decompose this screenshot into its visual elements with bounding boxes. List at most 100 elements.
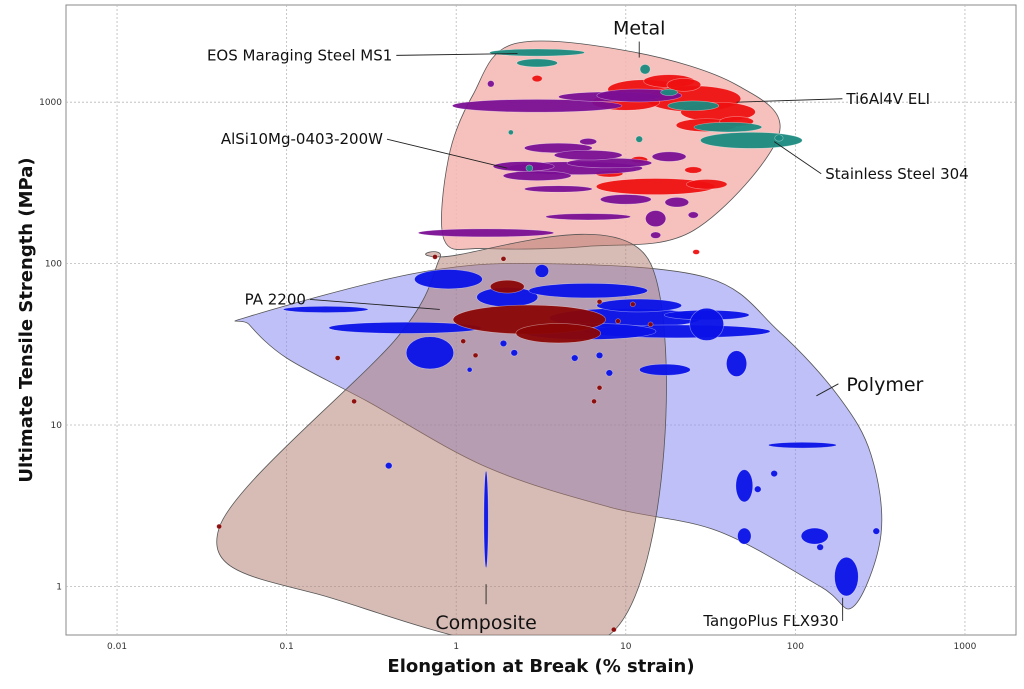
polymer-point-3-26	[466, 367, 473, 373]
metal-point-2-4	[667, 100, 720, 111]
composite-point-4-8	[610, 626, 617, 633]
y-tick-label-3: 1000	[39, 98, 62, 108]
metal-point-1-6	[502, 170, 572, 181]
composite-point-4-4	[500, 256, 507, 262]
data-points	[216, 48, 880, 633]
x-tick-label-4: 100	[787, 642, 804, 652]
metal-point-0-14	[666, 78, 702, 92]
y-tick-label-0: 1	[56, 582, 62, 592]
metal-point-1-8	[524, 185, 593, 193]
metal-point-0-8	[686, 179, 728, 190]
polymer-point-3-22	[872, 527, 880, 535]
annotation-leader-4	[309, 298, 440, 310]
polymer-point-3-28	[571, 354, 579, 362]
metal-point-1-17	[650, 231, 662, 239]
metal-point-2-7	[525, 164, 534, 172]
metal-point-2-1	[516, 58, 558, 68]
metal-point-0-9	[684, 166, 703, 174]
composite-point-4-5	[334, 355, 341, 361]
metal-point-1-15	[492, 161, 555, 172]
polymer-point-3-20	[770, 470, 778, 478]
metal-point-1-7	[553, 149, 623, 161]
composite-point-4-12	[472, 352, 479, 359]
metal-point-1-11	[645, 210, 667, 227]
annotation-label-0: EOS Maraging Steel MS1	[207, 46, 392, 64]
composite-point-4-13	[615, 318, 621, 324]
y-tick-labels: 1 10 100 1000	[39, 98, 62, 592]
metal-point-2-5	[639, 64, 651, 75]
x-tick-label-0: 0.01	[107, 642, 127, 652]
y-axis-title: Ultimate Tensile Strength (MPa)	[16, 157, 37, 482]
composite-point-4-16	[629, 301, 636, 307]
annotation-label-1: Ti6Al4V ELI	[845, 90, 930, 108]
metal-point-2-2	[700, 131, 803, 149]
metal-point-2-8	[635, 135, 643, 143]
polymer-point-3-16	[834, 556, 859, 597]
composite-point-4-6	[351, 398, 357, 405]
x-tick-label-1: 0.1	[279, 642, 293, 652]
metal-point-0-13	[692, 249, 700, 255]
polymer-point-3-14	[735, 469, 754, 503]
polymer-point-3-13	[768, 441, 837, 449]
metal-point-2-3	[693, 122, 763, 133]
annotation-leader-0	[396, 53, 518, 56]
polymer-point-3-25	[534, 264, 549, 278]
metal-point-1-13	[651, 151, 687, 162]
annotation-label-3: Stainless Steel 304	[825, 165, 969, 183]
polymer-point-3-18	[737, 527, 752, 545]
metal-point-1-9	[545, 213, 631, 221]
metal-point-1-0	[452, 99, 623, 113]
polymer-point-3-1	[283, 305, 369, 313]
polymer-point-3-24	[689, 307, 724, 341]
metal-point-2-9	[774, 134, 784, 142]
y-tick-label-1: 10	[51, 421, 63, 431]
polymer-point-3-29	[595, 351, 604, 359]
metal-point-1-12	[664, 197, 690, 208]
polymer-label: Polymer	[846, 374, 923, 396]
polymer-point-3-31	[510, 349, 518, 357]
polymer-point-3-4	[405, 336, 454, 370]
composite-point-4-14	[647, 321, 654, 328]
metal-point-2-10	[660, 88, 678, 96]
composite-point-4-2	[490, 279, 525, 294]
y-tick-label-2: 100	[45, 260, 62, 270]
annotation-leader-2	[386, 138, 508, 169]
annotation-label-2: AlSi10Mg-0403-200W	[221, 130, 383, 148]
metal-point-1-19	[487, 80, 495, 88]
x-tick-label-3: 10	[620, 642, 632, 652]
composite-point-4-15	[596, 299, 603, 305]
polymer-point-3-15	[800, 527, 829, 545]
x-tick-label-5: 1000	[953, 642, 976, 652]
metal-point-1-10	[417, 228, 555, 238]
polymer-point-3-5	[528, 283, 648, 299]
metal-point-0-12	[531, 75, 543, 83]
metal-point-2-0	[489, 48, 585, 57]
metal-label: Metal	[613, 18, 665, 40]
annotation-leader-1	[736, 98, 843, 103]
composite-point-4-7	[216, 523, 222, 530]
annotation-leaders	[309, 53, 844, 622]
polymer-point-3-19	[385, 462, 393, 470]
composite-point-4-1	[515, 323, 602, 344]
composite-point-4-3	[432, 254, 438, 260]
composite-point-4-9	[591, 398, 597, 405]
polymer-point-3-30	[499, 339, 508, 347]
annotation-labels: EOS Maraging Steel MS1 Ti6Al4V ELI AlSi10M…	[207, 46, 969, 630]
polymer-point-3-11	[726, 350, 748, 377]
composite-point-4-10	[596, 385, 603, 391]
polymer-point-3-9	[596, 298, 682, 313]
metal-point-2-6	[508, 129, 514, 136]
x-axis-title: Elongation at Break (% strain)	[387, 656, 694, 677]
polymer-point-3-23	[816, 543, 824, 551]
polymer-point-3-2	[414, 269, 483, 290]
annotation-label-5: TangoPlus FLX930	[702, 612, 838, 630]
x-tick-labels: 0.01 0.1 1 10 100 1000	[107, 642, 977, 652]
polymer-point-3-21	[754, 485, 762, 493]
metal-point-1-14	[579, 138, 597, 146]
composite-label: Composite	[435, 612, 536, 634]
polymer-point-3-27	[605, 369, 614, 377]
composite-point-4-11	[460, 338, 467, 345]
metal-point-1-16	[600, 194, 652, 205]
polymer-label-leader	[816, 383, 839, 397]
